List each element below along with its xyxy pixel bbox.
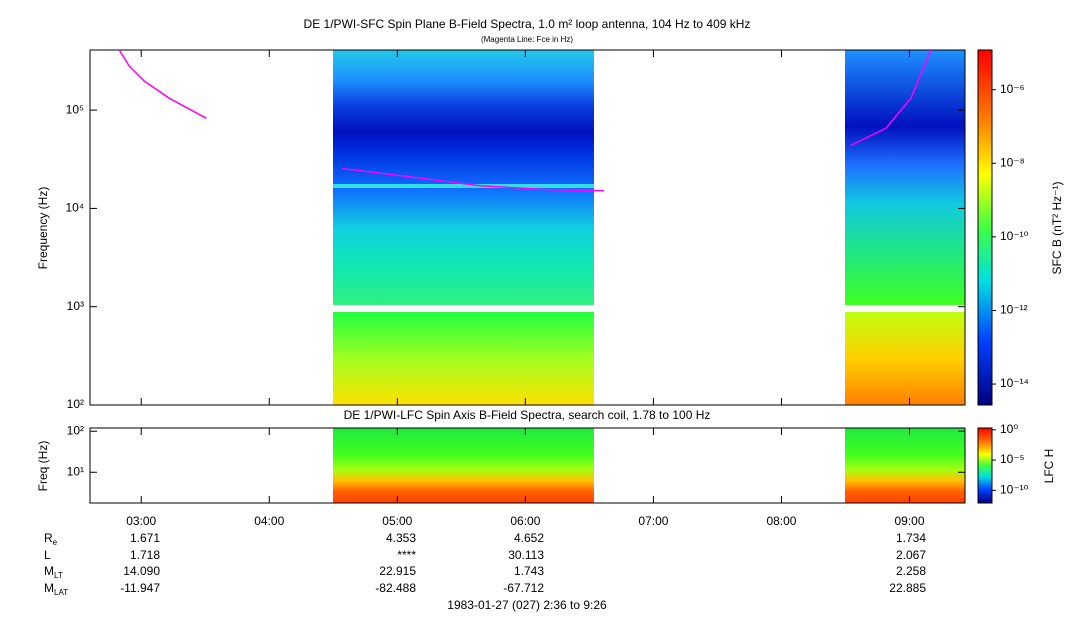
colorbar-tick-label: 10⁻¹⁴ bbox=[1000, 376, 1029, 390]
colorbar-tick-label: 10⁻¹⁰ bbox=[1000, 229, 1029, 243]
ephemeris-value: 1.671 bbox=[130, 531, 160, 545]
ephemeris-label-main: M bbox=[44, 581, 54, 595]
spectrogram-image bbox=[333, 50, 965, 503]
plot-frame bbox=[89, 427, 966, 504]
colorbar-tick-label: 10⁻⁵ bbox=[1000, 452, 1025, 466]
y-tick-label: 10² bbox=[67, 397, 84, 411]
colorbar-label: SFC B (nT² Hz⁻¹) bbox=[1050, 182, 1064, 275]
y-axis-label: Freq (Hz) bbox=[36, 441, 50, 492]
colorbar-tick-label: 10⁰ bbox=[1000, 422, 1018, 436]
ephemeris-value: 1.734 bbox=[896, 531, 926, 545]
y-tick-label: 10³ bbox=[67, 299, 84, 313]
colorbar-tick-label: 10⁻¹² bbox=[1000, 303, 1028, 317]
ephemeris-value: -82.488 bbox=[375, 581, 416, 595]
y-tick-label: 10⁵ bbox=[66, 102, 84, 116]
ephemeris-label-main: R bbox=[44, 531, 53, 545]
colorbar bbox=[977, 427, 993, 504]
colorbar-tick-label: 10⁻¹⁰ bbox=[1000, 482, 1029, 496]
ephemeris-value: -67.712 bbox=[503, 581, 544, 595]
ephemeris-value: 22.885 bbox=[889, 581, 926, 595]
ephemeris-label: Re bbox=[44, 531, 58, 547]
x-tick-label: 04:00 bbox=[254, 514, 284, 528]
ephemeris-value: -11.947 bbox=[120, 581, 160, 595]
colorbar-tick-label: 10⁻⁶ bbox=[1000, 82, 1025, 96]
ephemeris-label-main: L bbox=[44, 548, 51, 562]
ephemeris-value: 30.113 bbox=[508, 548, 544, 562]
ephemeris-value: 2.067 bbox=[896, 548, 926, 562]
ephemeris-value: 1.718 bbox=[130, 548, 160, 562]
ephemeris-label: MLT bbox=[44, 564, 63, 580]
ephemeris-label-main: M bbox=[44, 564, 54, 578]
ephemeris-value: **** bbox=[397, 548, 416, 562]
fce-line bbox=[118, 49, 932, 192]
ephemeris-label-sub: LT bbox=[54, 571, 63, 580]
y-tick-label: 10² bbox=[67, 423, 84, 437]
footer: 1983-01-27 (027) 2:36 to 9:26 bbox=[447, 598, 607, 612]
x-tick-label: 07:00 bbox=[638, 514, 668, 528]
ephemeris-value: 22.915 bbox=[379, 564, 416, 578]
ephemeris-value: 14.090 bbox=[123, 564, 160, 578]
y-tick-label: 10⁴ bbox=[65, 201, 84, 215]
ephemeris-label: MLAT bbox=[44, 581, 68, 597]
colorbar bbox=[977, 49, 993, 406]
ephemeris-value: 4.652 bbox=[514, 531, 544, 545]
chart-subtitle: (Magenta Line: Fce in Hz) bbox=[481, 35, 573, 44]
x-tick-label: 09:00 bbox=[895, 514, 925, 528]
colorbar-label: LFC H bbox=[1042, 449, 1056, 484]
plot-frame bbox=[89, 49, 966, 406]
y-tick-label: 10¹ bbox=[67, 464, 84, 478]
x-tick-label: 06:00 bbox=[510, 514, 540, 528]
chart-title: DE 1/PWI-SFC Spin Plane B-Field Spectra,… bbox=[304, 17, 751, 31]
x-tick-label: 03:00 bbox=[126, 514, 156, 528]
ephemeris-value: 2.258 bbox=[896, 564, 926, 578]
ephemeris-label-sub: e bbox=[53, 538, 58, 547]
colorbar-tick-label: 10⁻⁸ bbox=[1000, 155, 1025, 169]
ephemeris-label: L bbox=[44, 548, 51, 562]
x-tick-label: 08:00 bbox=[766, 514, 796, 528]
chart-title: DE 1/PWI-LFC Spin Axis B-Field Spectra, … bbox=[344, 408, 711, 422]
ephemeris-value: 1.743 bbox=[514, 564, 544, 578]
ephemeris-label-sub: LAT bbox=[54, 588, 68, 597]
y-axis-label: Frequency (Hz) bbox=[36, 187, 50, 270]
x-tick-label: 05:00 bbox=[382, 514, 412, 528]
ephemeris-value: 4.353 bbox=[386, 531, 416, 545]
